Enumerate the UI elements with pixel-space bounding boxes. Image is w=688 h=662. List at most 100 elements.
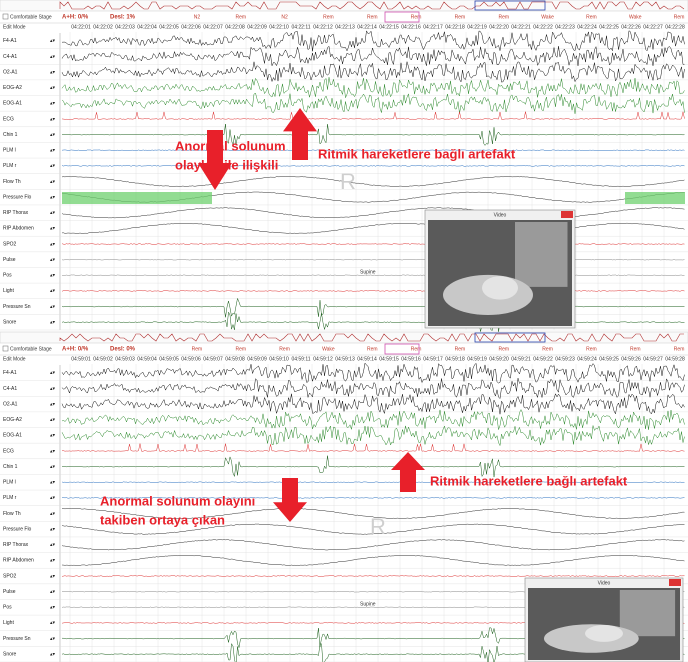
waveform	[62, 46, 685, 66]
time-label: 04:59:03	[115, 356, 135, 362]
waveform	[62, 378, 685, 399]
channel-toggle: ▴▾	[50, 132, 56, 138]
channel-label: F4-A1	[3, 370, 17, 376]
channel-label: Pressure Sn	[3, 304, 31, 310]
waveform	[62, 31, 685, 52]
time-label: 04:22:19	[467, 24, 487, 30]
time-label: 04:59:09	[247, 356, 267, 362]
time-label: 04:59:25	[599, 356, 619, 362]
waveform	[62, 93, 685, 114]
hypnogram-strip	[0, 332, 688, 343]
channel-toggle: ▴▾	[50, 273, 56, 279]
time-label: 04:22:10	[269, 24, 289, 30]
waveform	[62, 394, 685, 414]
time-label: 04:22:07	[203, 24, 223, 30]
channel-toggle: ▴▾	[50, 573, 56, 579]
channel-toggle: ▴▾	[50, 116, 56, 122]
time-label: 04:59:18	[445, 356, 465, 362]
channel-toggle: ▴▾	[50, 288, 56, 294]
time-label: 04:59:27	[643, 356, 663, 362]
channel-label: C4-A1	[3, 54, 17, 60]
channel-toggle: ▴▾	[50, 320, 56, 326]
channel-label: ECG	[3, 116, 14, 122]
channel-toggle: ▴▾	[50, 620, 56, 626]
desat-label: Desl: 1%	[110, 15, 136, 21]
video-person	[482, 276, 518, 300]
channel-toggle: ▴▾	[50, 605, 56, 611]
time-label: 04:59:14	[357, 356, 377, 362]
channel-label: RIP Thorax	[3, 210, 29, 216]
channel-label: Pos	[3, 273, 12, 279]
time-label: 04:22:27	[643, 24, 663, 30]
channel-toggle: ▴▾	[50, 480, 56, 486]
stage-label: Wake	[629, 14, 642, 20]
time-label: 04:59:08	[225, 356, 245, 362]
time-label: 04:59:21	[511, 356, 531, 362]
channel-toggle: ▴▾	[50, 241, 56, 247]
channel-toggle: ▴▾	[50, 558, 56, 564]
stage-label: Rem	[367, 346, 378, 352]
time-label: 04:22:02	[93, 24, 113, 30]
checkbox	[3, 346, 8, 351]
channel-toggle: ▴▾	[50, 433, 56, 439]
time-label: 04:59:13	[335, 356, 355, 362]
time-label: 04:59:02	[93, 356, 113, 362]
video-close	[561, 211, 573, 218]
stage-label: Rem	[279, 346, 290, 352]
stage-label: Rem	[411, 346, 422, 352]
channel-label: PLM l	[3, 148, 16, 154]
channel-label: Pressure Flo	[3, 194, 32, 200]
time-label: 04:59:22	[533, 356, 553, 362]
channel-label: Flow Th	[3, 511, 21, 517]
video-wall	[515, 222, 568, 287]
waveform	[62, 555, 685, 565]
waveform	[62, 223, 685, 233]
channel-toggle: ▴▾	[50, 179, 56, 185]
channel-toggle: ▴▾	[50, 370, 56, 376]
annotation-text: Anormal solunum	[175, 138, 286, 153]
channel-toggle: ▴▾	[50, 69, 56, 75]
time-label: 04:22:23	[555, 24, 575, 30]
checkbox	[3, 14, 8, 19]
channel-label: SPO2	[3, 573, 17, 579]
psg-panel: Comfortable StageA+H: 0/%Desl: 1%N2RemN2…	[0, 0, 688, 332]
stage-label: N2	[194, 14, 201, 20]
time-label: 04:59:04	[137, 356, 157, 362]
time-label: 04:59:17	[423, 356, 443, 362]
waveform	[62, 363, 685, 383]
channel-label: Flow Th	[3, 179, 21, 185]
channel-toggle: ▴▾	[50, 226, 56, 232]
waveform	[62, 312, 685, 332]
video-title: Video	[494, 212, 507, 218]
channel-toggle: ▴▾	[50, 652, 56, 658]
stage-label: Rem	[630, 346, 641, 352]
time-label: 04:59:07	[203, 356, 223, 362]
checkbox-label: Comfortable Stage	[10, 346, 52, 352]
waveform	[62, 112, 685, 120]
channel-label: EOG-A2	[3, 85, 22, 91]
channel-toggle: ▴▾	[50, 636, 56, 642]
event-highlight	[625, 192, 685, 204]
time-label: 04:59:12	[313, 356, 333, 362]
time-label: 04:59:05	[159, 356, 179, 362]
time-label: 04:22:11	[291, 24, 310, 30]
channel-label: F4-A1	[3, 38, 17, 44]
ahi-label: A+H: 0/%	[62, 347, 89, 353]
video-close	[669, 579, 681, 586]
time-label: 04:59:06	[181, 356, 201, 362]
stage-label: Rem	[542, 346, 553, 352]
channel-toggle: ▴▾	[50, 464, 56, 470]
channel-toggle: ▴▾	[50, 85, 56, 91]
time-label: 04:22:25	[599, 24, 619, 30]
channel-toggle: ▴▾	[50, 386, 56, 392]
channel-toggle: ▴▾	[50, 511, 56, 517]
stage-label: Rem	[498, 14, 509, 20]
channel-label: SPO2	[3, 241, 17, 247]
channel-toggle: ▴▾	[50, 589, 56, 595]
ahi-label: A+H: 0/%	[62, 15, 89, 21]
waveform	[62, 291, 685, 292]
channel-toggle: ▴▾	[50, 417, 56, 423]
edit-mode: Edit Mode	[3, 356, 26, 362]
time-label: 04:22:28	[665, 24, 685, 30]
time-label: 04:22:05	[159, 24, 179, 30]
